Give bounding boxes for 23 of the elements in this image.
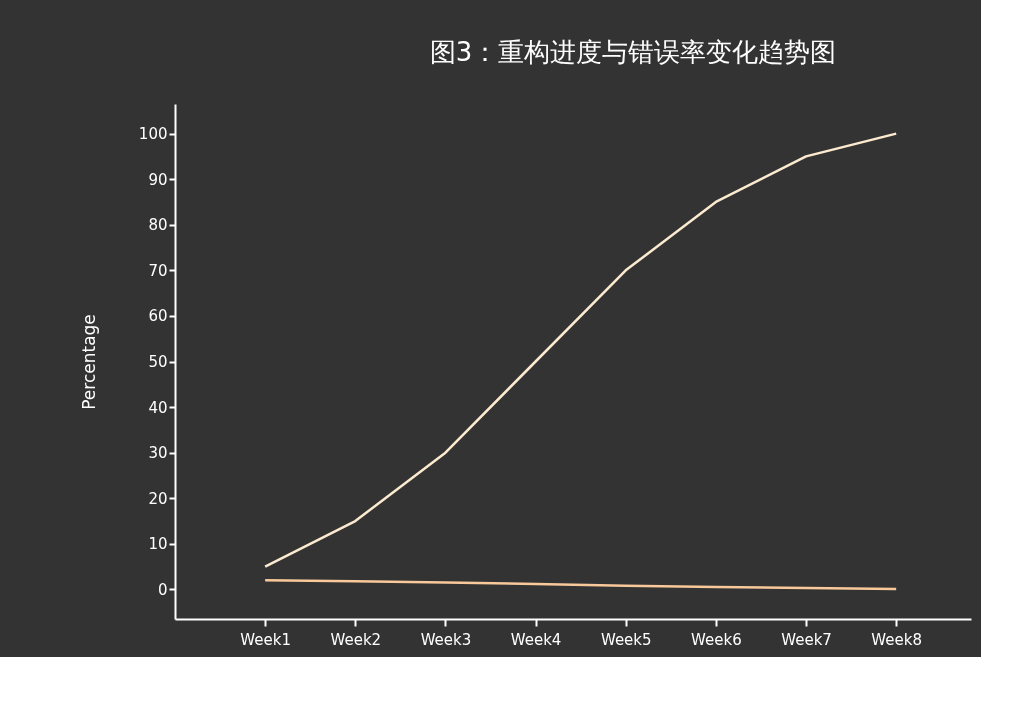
x-tick-label: Week7 [781,630,832,649]
y-tick-label: 40 [148,398,168,417]
x-tick-label: Week1 [240,630,291,649]
x-tick-label: Week4 [510,630,562,649]
x-tick-label: Week8 [871,630,922,649]
y-tick-label: 100 [138,125,168,144]
x-tick-label: Week5 [600,630,652,649]
line-series [263,132,898,568]
y-tick-label: 10 [148,535,168,554]
y-tick-label: 90 [148,170,168,189]
line-series [263,579,898,591]
chart-title: 图3：重构进度与错误率变化趋势图 [429,37,837,67]
y-tick-label: 60 [148,307,168,326]
y-tick-label: 50 [148,353,168,371]
y-tick-label: 30 [148,444,168,463]
y-axis-title: Percentage [78,314,99,410]
x-tick-label: Week3 [420,630,472,649]
x-tick-label: Week2 [330,630,382,649]
y-tick-label: 20 [148,489,168,508]
y-tick-label: 80 [148,216,168,235]
y-tick-label: 0 [157,580,168,599]
x-tick-label: Week6 [691,630,742,649]
y-tick-label: 70 [148,261,168,280]
